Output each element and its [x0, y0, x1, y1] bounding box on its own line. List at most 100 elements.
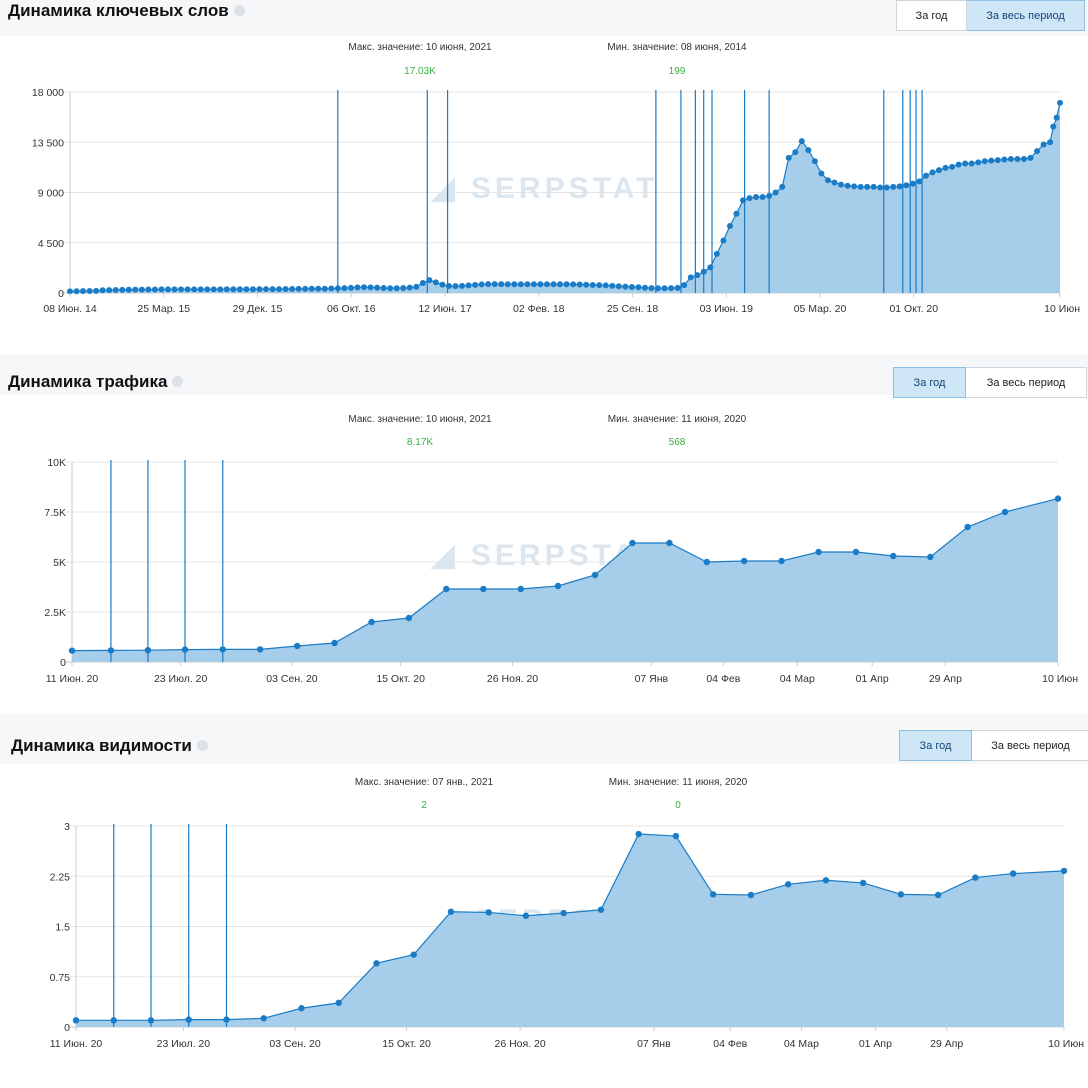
data-point[interactable]: [1053, 114, 1060, 121]
data-point[interactable]: [815, 548, 822, 556]
data-point[interactable]: [335, 999, 342, 1007]
data-point[interactable]: [125, 286, 132, 293]
data-point[interactable]: [753, 193, 760, 200]
data-point[interactable]: [256, 646, 264, 653]
data-point[interactable]: [219, 646, 226, 653]
data-point[interactable]: [916, 178, 923, 185]
data-point[interactable]: [217, 286, 224, 293]
data-point[interactable]: [964, 523, 971, 531]
data-point[interactable]: [988, 157, 995, 164]
data-point[interactable]: [622, 283, 629, 290]
data-point[interactable]: [1060, 867, 1068, 875]
data-point[interactable]: [439, 281, 446, 288]
data-point[interactable]: [447, 908, 455, 915]
data-point[interactable]: [236, 286, 243, 293]
data-point[interactable]: [419, 279, 426, 286]
data-point[interactable]: [975, 159, 982, 166]
data-point[interactable]: [831, 179, 838, 186]
data-point[interactable]: [347, 284, 354, 291]
data-point[interactable]: [883, 184, 890, 191]
data-point[interactable]: [282, 285, 289, 292]
data-point[interactable]: [897, 891, 905, 898]
data-point[interactable]: [596, 282, 603, 289]
data-point[interactable]: [877, 184, 884, 191]
data-point[interactable]: [694, 272, 701, 279]
data-point[interactable]: [230, 286, 237, 293]
data-point[interactable]: [890, 552, 897, 560]
data-point[interactable]: [909, 180, 916, 187]
data-point[interactable]: [1047, 139, 1054, 146]
data-point[interactable]: [373, 960, 380, 967]
data-point[interactable]: [615, 283, 622, 290]
data-point[interactable]: [107, 647, 115, 654]
data-point[interactable]: [589, 281, 596, 288]
data-point[interactable]: [452, 283, 459, 290]
data-point[interactable]: [328, 285, 335, 292]
all-period-button[interactable]: За весь период: [972, 730, 1088, 761]
data-point[interactable]: [524, 281, 531, 288]
data-point[interactable]: [583, 281, 590, 288]
data-point[interactable]: [824, 177, 831, 184]
data-point[interactable]: [498, 281, 505, 288]
data-point[interactable]: [151, 286, 158, 293]
data-point[interactable]: [870, 183, 877, 190]
year-button[interactable]: За год: [896, 0, 967, 31]
data-point[interactable]: [668, 285, 675, 292]
data-point[interactable]: [1001, 156, 1008, 163]
data-point[interactable]: [315, 285, 322, 292]
data-point[interactable]: [445, 282, 452, 289]
data-point[interactable]: [459, 282, 466, 289]
info-icon[interactable]: [196, 740, 208, 752]
data-point[interactable]: [321, 285, 328, 292]
data-point[interactable]: [522, 912, 530, 919]
data-point[interactable]: [733, 210, 740, 217]
data-point[interactable]: [707, 264, 714, 271]
data-point[interactable]: [367, 284, 374, 291]
data-point[interactable]: [666, 539, 673, 547]
data-point[interactable]: [204, 286, 211, 293]
data-point[interactable]: [426, 277, 433, 284]
data-point[interactable]: [648, 285, 655, 292]
data-point[interactable]: [981, 158, 988, 165]
data-point[interactable]: [472, 281, 479, 288]
data-point[interactable]: [1034, 148, 1041, 155]
data-point[interactable]: [766, 192, 773, 199]
data-point[interactable]: [838, 181, 845, 188]
data-point[interactable]: [465, 282, 472, 289]
data-point[interactable]: [1020, 156, 1027, 162]
data-point[interactable]: [249, 286, 256, 293]
data-point[interactable]: [517, 585, 524, 593]
data-point[interactable]: [67, 288, 73, 295]
data-point[interactable]: [1057, 99, 1063, 106]
data-point[interactable]: [687, 274, 694, 281]
data-point[interactable]: [570, 281, 577, 288]
data-point[interactable]: [890, 183, 897, 190]
year-button[interactable]: За год: [893, 367, 966, 398]
data-point[interactable]: [406, 284, 413, 291]
data-point[interactable]: [106, 287, 113, 294]
data-point[interactable]: [86, 288, 93, 295]
data-point[interactable]: [674, 284, 681, 291]
data-point[interactable]: [785, 154, 792, 161]
data-point[interactable]: [942, 164, 949, 171]
data-point[interactable]: [962, 160, 969, 167]
data-point[interactable]: [341, 285, 348, 292]
data-point[interactable]: [681, 282, 688, 289]
data-point[interactable]: [994, 157, 1001, 164]
data-point[interactable]: [576, 281, 583, 288]
all-period-button[interactable]: За весь период: [966, 367, 1087, 398]
data-point[interactable]: [560, 909, 567, 917]
data-point[interactable]: [478, 281, 485, 288]
data-point[interactable]: [543, 281, 550, 288]
data-point[interactable]: [260, 1015, 267, 1022]
data-point[interactable]: [72, 1017, 80, 1024]
data-point[interactable]: [197, 286, 204, 293]
data-point[interactable]: [93, 287, 100, 294]
data-point[interactable]: [191, 286, 198, 293]
data-point[interactable]: [517, 281, 524, 288]
data-point[interactable]: [243, 286, 250, 293]
data-point[interactable]: [629, 539, 636, 547]
data-point[interactable]: [703, 558, 710, 566]
data-point[interactable]: [256, 286, 263, 293]
data-point[interactable]: [927, 553, 934, 561]
